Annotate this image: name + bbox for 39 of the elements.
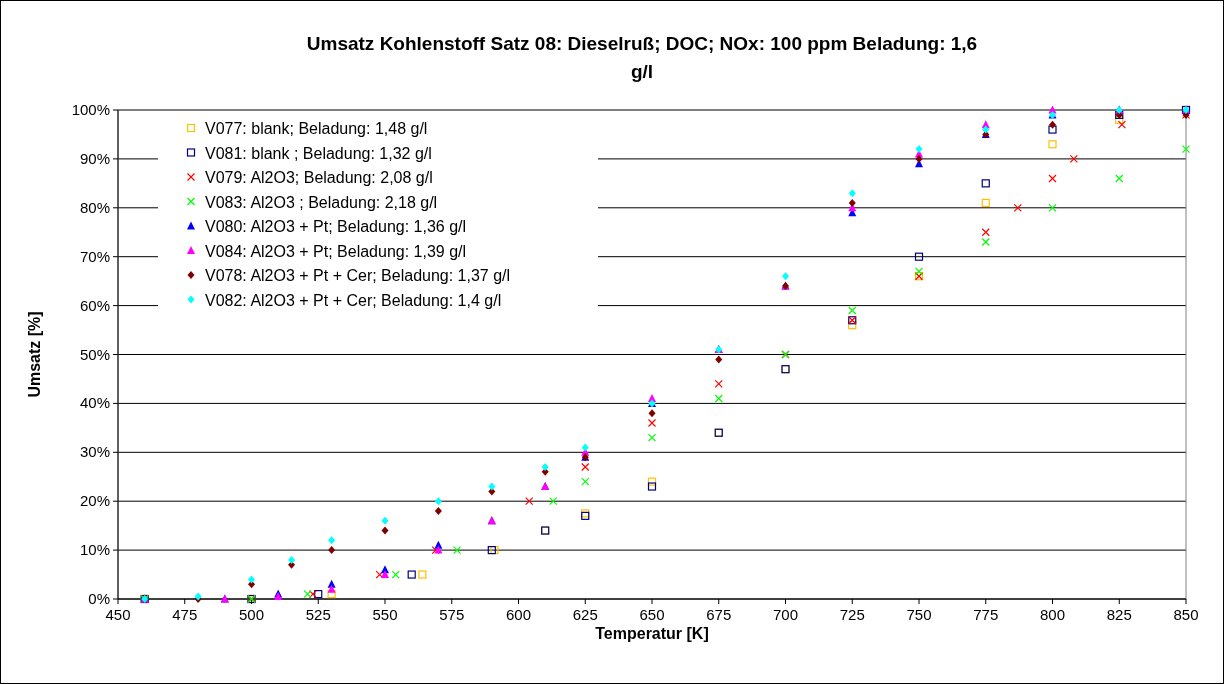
- x-tick-label: 475: [172, 606, 198, 623]
- y-tick-label: 40%: [79, 394, 110, 412]
- x-tick-label: 575: [439, 606, 465, 623]
- legend-label: V084: Al2O3 + Pt; Beladung: 1,39 g/l: [205, 242, 467, 260]
- x-tick-label: 825: [1106, 606, 1132, 623]
- x-tick-label: 650: [639, 606, 665, 623]
- x-tick-label: 750: [906, 606, 932, 623]
- x-tick-label: 700: [772, 606, 799, 623]
- y-tick-label: 50%: [79, 345, 110, 363]
- x-tick-label: 850: [1173, 606, 1199, 623]
- legend-label: V080: Al2O3 + Pt; Beladung: 1,36 g/l: [205, 218, 467, 235]
- legend-label: V082: Al2O3 + Pt + Cer; Beladung: 1,4 g/l: [205, 291, 502, 309]
- x-tick-label: 550: [372, 606, 398, 623]
- legend-label: V083: Al2O3 ; Beladung: 2,18 g/l: [205, 193, 438, 211]
- y-tick-label: 60%: [79, 296, 110, 314]
- y-tick-label: 0%: [88, 590, 110, 607]
- y-tick-label: 10%: [79, 541, 110, 559]
- y-axis-title: Umsatz [%]: [26, 311, 43, 398]
- legend-label: V078: Al2O3 + Pt + Cer; Beladung: 1,37 g/l: [205, 267, 511, 284]
- y-tick-label: 90%: [79, 149, 110, 167]
- x-tick-label: 500: [238, 606, 265, 623]
- y-tick-label: 70%: [79, 247, 110, 265]
- x-axis-title: Temperatur [K]: [595, 625, 709, 642]
- legend-label: V079: Al2O3; Beladung: 2,08 g/l: [205, 169, 433, 186]
- y-tick-label: 100%: [71, 101, 110, 118]
- chart-title: Umsatz Kohlenstoff Satz 08: Dieselruß; DOC; NOx: 100 ppm Beladung: 1,6 g/l: [306, 33, 978, 82]
- x-tick-label: 600: [505, 606, 532, 623]
- x-tick-label: 725: [839, 606, 865, 623]
- legend-label: V077: blank; Beladung: 1,48 g/l: [205, 120, 428, 137]
- x-tick-label: 800: [1039, 606, 1066, 623]
- y-tick-label: 20%: [79, 492, 110, 510]
- x-tick-label: 525: [305, 606, 331, 623]
- legend-label: V081: blank ; Beladung: 1,32 g/l: [205, 144, 432, 162]
- x-tick-label: 675: [706, 606, 732, 623]
- y-tick-label: 30%: [79, 443, 110, 461]
- x-tick-label: 450: [105, 606, 131, 623]
- x-tick-label: 775: [973, 606, 999, 623]
- x-tick-label: 625: [572, 606, 598, 623]
- y-tick-label: 80%: [79, 198, 110, 216]
